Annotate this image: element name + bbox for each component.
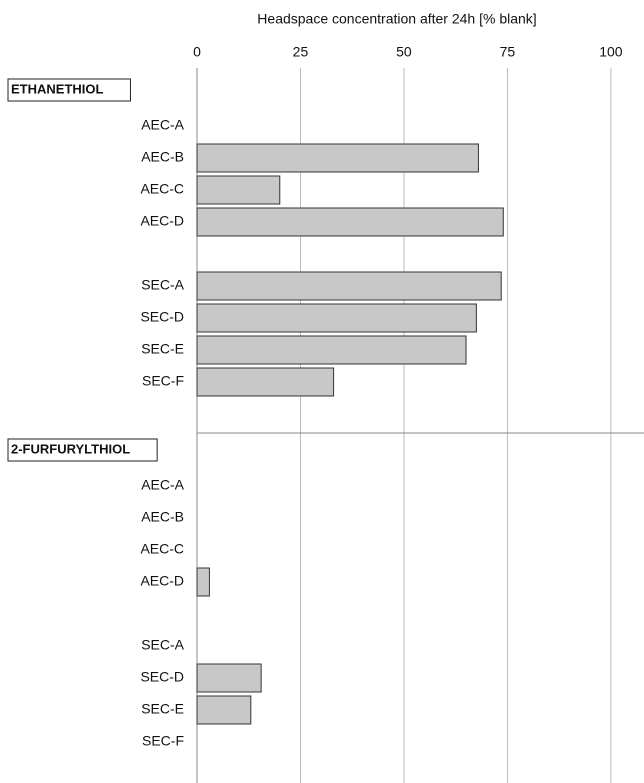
bar xyxy=(196,175,281,205)
y-tick-label: AEC-C xyxy=(140,541,184,557)
bar xyxy=(196,207,504,237)
y-tick-label: AEC-B xyxy=(141,149,184,165)
bar xyxy=(196,567,210,597)
y-tick-label: SEC-D xyxy=(140,669,184,685)
bar xyxy=(196,271,502,301)
y-tick-label: AEC-D xyxy=(140,213,184,229)
y-tick-label: SEC-E xyxy=(141,701,184,717)
bar xyxy=(196,143,479,173)
y-tick-label: SEC-E xyxy=(141,341,184,357)
x-tick-label: 50 xyxy=(396,44,412,60)
group-label-box xyxy=(7,78,131,102)
bar xyxy=(196,335,467,365)
x-tick-label: 25 xyxy=(293,44,309,60)
group-label-box xyxy=(7,438,158,462)
y-tick-label: SEC-F xyxy=(142,733,184,749)
bar xyxy=(196,695,252,725)
y-tick-label: AEC-D xyxy=(140,573,184,589)
group-label: 2-FURFURYLTHIOL xyxy=(11,441,130,456)
y-tick-label: AEC-B xyxy=(141,509,184,525)
y-tick-label: SEC-A xyxy=(141,277,184,293)
bar xyxy=(196,663,262,693)
y-tick-label: AEC-A xyxy=(141,477,184,493)
x-tick-label: 75 xyxy=(500,44,516,60)
x-tick-label: 100 xyxy=(599,44,623,60)
chart-title: Headspace concentration after 24h [% bla… xyxy=(257,11,536,27)
y-tick-label: AEC-A xyxy=(141,117,184,133)
y-tick-label: SEC-D xyxy=(140,309,184,325)
group-label: ETHANETHIOL xyxy=(11,81,104,96)
y-tick-label: AEC-C xyxy=(140,181,184,197)
bar xyxy=(196,303,477,333)
y-tick-label: SEC-F xyxy=(142,373,184,389)
x-tick-label: 0 xyxy=(193,44,201,60)
y-tick-label: SEC-A xyxy=(141,637,184,653)
bar xyxy=(196,367,335,397)
